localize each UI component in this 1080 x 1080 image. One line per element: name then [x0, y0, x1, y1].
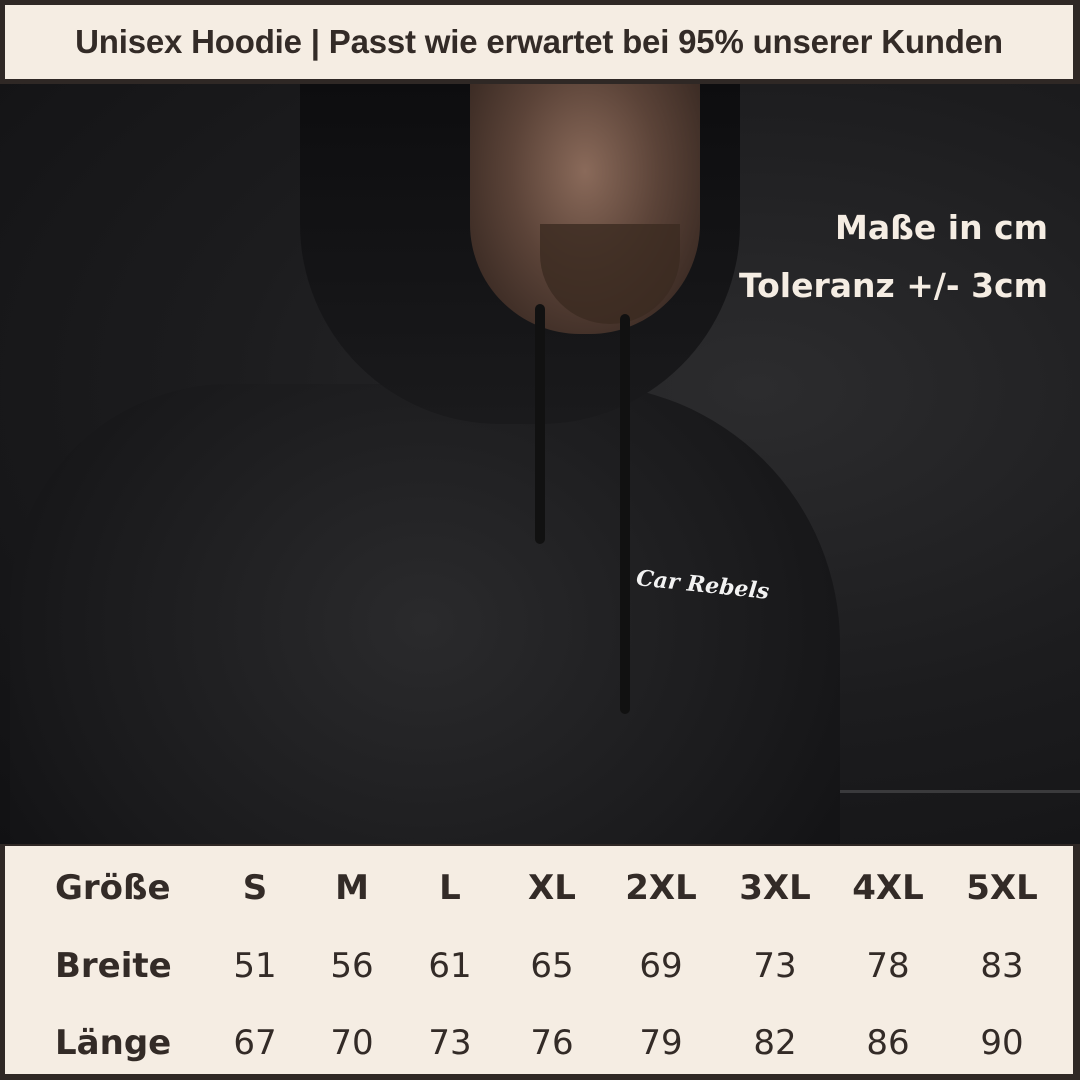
size-header-row: Größe S M L XL 2XL 3XL 4XL 5XL — [5, 858, 1073, 918]
size-cell: 4XL — [852, 868, 924, 908]
size-cell: 2XL — [625, 868, 697, 908]
drawstring-left — [535, 304, 545, 544]
width-label: Breite — [55, 946, 172, 986]
size-table: Größe S M L XL 2XL 3XL 4XL 5XL Breite 51… — [5, 846, 1073, 1074]
size-cell: XL — [528, 868, 576, 908]
width-row: Breite 51 56 61 65 69 73 78 83 — [5, 936, 1073, 996]
product-photo: Car Rebels Maße in cm Toleranz +/- 3cm — [0, 84, 1080, 844]
width-cell: 69 — [639, 946, 683, 986]
hoodie-body — [10, 384, 840, 844]
width-cell: 65 — [530, 946, 574, 986]
width-cell: 73 — [753, 946, 797, 986]
drawstring-right — [620, 314, 630, 714]
size-cell: L — [439, 868, 461, 908]
size-cell: 5XL — [966, 868, 1038, 908]
length-cell: 67 — [233, 1023, 277, 1063]
length-cell: 70 — [330, 1023, 374, 1063]
wall-edge — [820, 790, 1080, 793]
width-cell: 83 — [980, 946, 1024, 986]
size-cell: S — [242, 868, 268, 908]
title-bar: Unisex Hoodie | Passt wie erwartet bei 9… — [5, 5, 1073, 79]
length-cell: 82 — [753, 1023, 797, 1063]
size-header-label: Größe — [55, 868, 171, 908]
length-cell: 76 — [530, 1023, 574, 1063]
length-cell: 90 — [980, 1023, 1024, 1063]
length-cell: 86 — [866, 1023, 910, 1063]
length-cell: 79 — [639, 1023, 683, 1063]
width-cell: 56 — [330, 946, 374, 986]
width-cell: 61 — [428, 946, 472, 986]
size-cell: 3XL — [739, 868, 811, 908]
product-title: Unisex Hoodie | Passt wie erwartet bei 9… — [75, 23, 1003, 60]
size-cell: M — [335, 868, 369, 908]
width-cell: 51 — [233, 946, 277, 986]
unit-note: Maße in cm — [835, 208, 1048, 247]
tolerance-note: Toleranz +/- 3cm — [738, 266, 1048, 305]
length-row: Länge 67 70 73 76 79 82 86 90 — [5, 1013, 1073, 1073]
length-label: Länge — [55, 1023, 172, 1063]
width-cell: 78 — [866, 946, 910, 986]
length-cell: 73 — [428, 1023, 472, 1063]
